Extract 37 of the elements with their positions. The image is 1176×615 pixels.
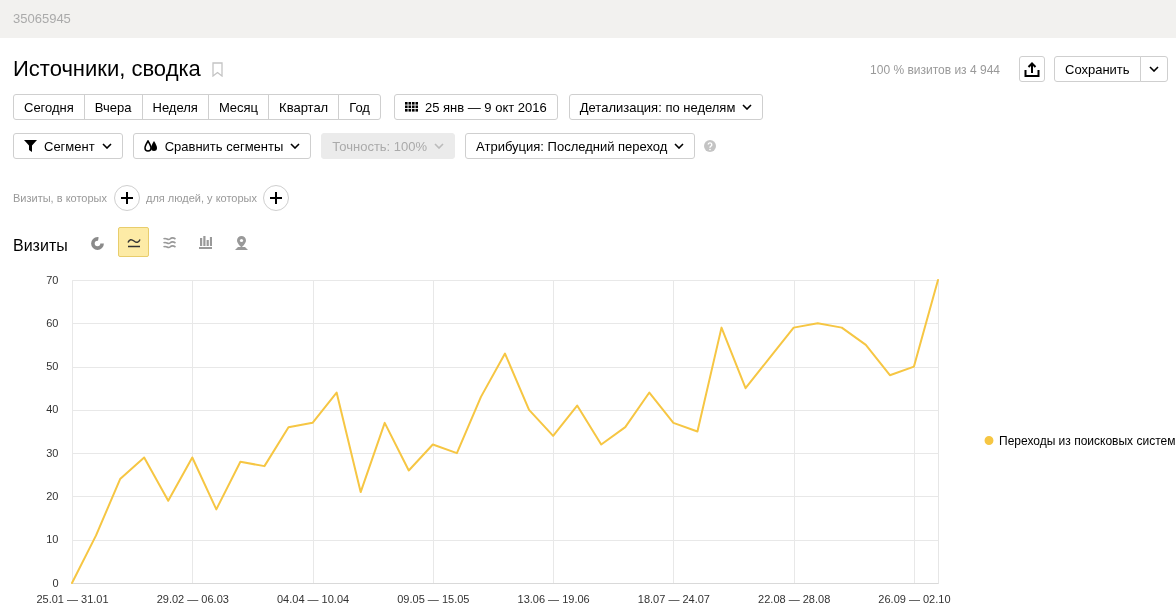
y-tick-label: 70 <box>46 273 59 286</box>
y-tick-label: 40 <box>46 403 59 416</box>
x-tick-label: 18.07 — 24.07 <box>637 592 710 605</box>
text: Визиты, в которых <box>13 192 107 204</box>
dropdown-button: Детализация: по неделям <box>568 94 764 120</box>
y-tick-label: 50 <box>46 360 59 373</box>
x-tick-label: 29.02 — 06.03 <box>156 592 229 605</box>
x-tick-label: 13.06 — 19.06 <box>517 592 590 605</box>
text: для людей, у которых <box>146 192 257 204</box>
y-tick-label: 30 <box>46 446 59 459</box>
legend-label: Переходы из поисковых систем <box>999 433 1176 448</box>
text: 100 % визитов из 4 944 <box>870 63 1000 77</box>
tab-button: Квартал <box>268 94 340 120</box>
x-tick-label: 09.05 — 15.05 <box>397 592 470 605</box>
tab-button: Вчера <box>83 94 143 120</box>
dropdown-button: Сегмент <box>13 133 123 159</box>
tab-button: Месяц <box>207 94 270 120</box>
tab-button: Сегодня <box>13 94 85 120</box>
line-series <box>71 279 939 584</box>
date-button: 25 янв — 9 окт 2016 <box>393 94 558 120</box>
text: Источники, сводка <box>13 56 201 82</box>
dropdown-button: Точность: 100% <box>321 133 456 159</box>
chart-title: Визиты <box>13 237 68 254</box>
button: Сохранить <box>1054 56 1141 82</box>
dropdown-button: Атрибуция: Последний переход <box>465 133 696 159</box>
tab-button: Неделя <box>141 94 209 120</box>
y-tick-label: 0 <box>52 576 59 589</box>
x-tick-label: 04.04 — 10.04 <box>276 592 350 605</box>
dropdown-button: Сравнить сегменты <box>132 133 312 159</box>
x-tick-label: 25.01 — 31.01 <box>36 592 109 605</box>
x-tick-label: 22.08 — 28.08 <box>758 592 831 605</box>
y-tick-label: 20 <box>46 489 59 502</box>
tab-button: Год <box>338 94 381 120</box>
text: 35065945 <box>13 11 71 26</box>
x-tick-label: 26.09 — 02.10 <box>878 592 951 605</box>
y-tick-label: 60 <box>46 316 59 329</box>
y-tick-label: 10 <box>46 533 59 546</box>
